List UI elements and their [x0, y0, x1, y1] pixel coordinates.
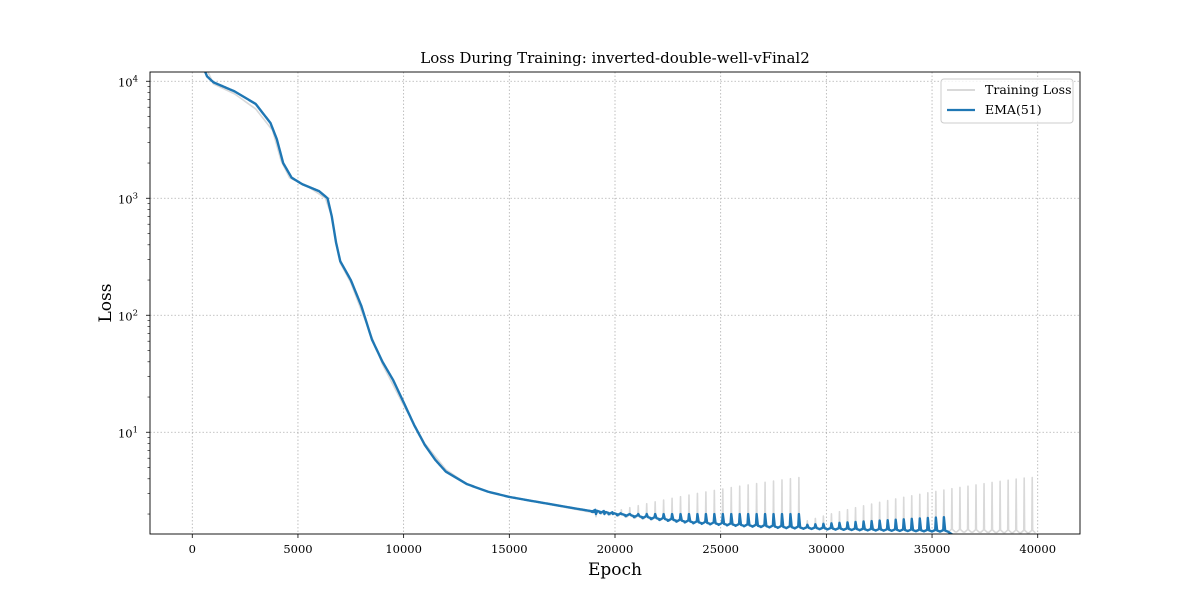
x-tick-label: 0 — [189, 542, 196, 556]
y-tick-label: 101 — [118, 425, 138, 440]
legend-label-training-loss: Training Loss — [985, 82, 1072, 97]
series-training-loss-line — [207, 72, 1036, 534]
series-ema-line — [203, 72, 954, 534]
x-tick-label: 10000 — [385, 542, 422, 556]
y-axis: 101 102 103 104 — [118, 74, 150, 515]
legend: Training Loss EMA(51) — [940, 78, 1074, 124]
x-tick-label: 35000 — [914, 542, 951, 556]
x-tick-label: 25000 — [702, 542, 739, 556]
plot-area — [203, 72, 1036, 534]
y-axis-label: Loss — [96, 284, 116, 323]
x-axis-label: Epoch — [588, 560, 642, 580]
x-tick-label: 40000 — [1019, 542, 1056, 556]
x-tick-label: 15000 — [491, 542, 528, 556]
y-tick-label: 102 — [118, 308, 138, 323]
x-axis: 0 5000 10000 15000 20000 25000 30000 35000 40000 — [189, 534, 1056, 556]
x-tick-label: 5000 — [283, 542, 312, 556]
y-tick-label: 103 — [118, 191, 138, 206]
chart-title: Loss During Training: inverted-double-we… — [420, 49, 810, 67]
x-tick-label: 30000 — [808, 542, 845, 556]
y-tick-label: 104 — [118, 74, 138, 89]
x-tick-label: 20000 — [597, 542, 634, 556]
grid-lines — [150, 72, 1080, 534]
legend-label-ema: EMA(51) — [985, 102, 1042, 117]
